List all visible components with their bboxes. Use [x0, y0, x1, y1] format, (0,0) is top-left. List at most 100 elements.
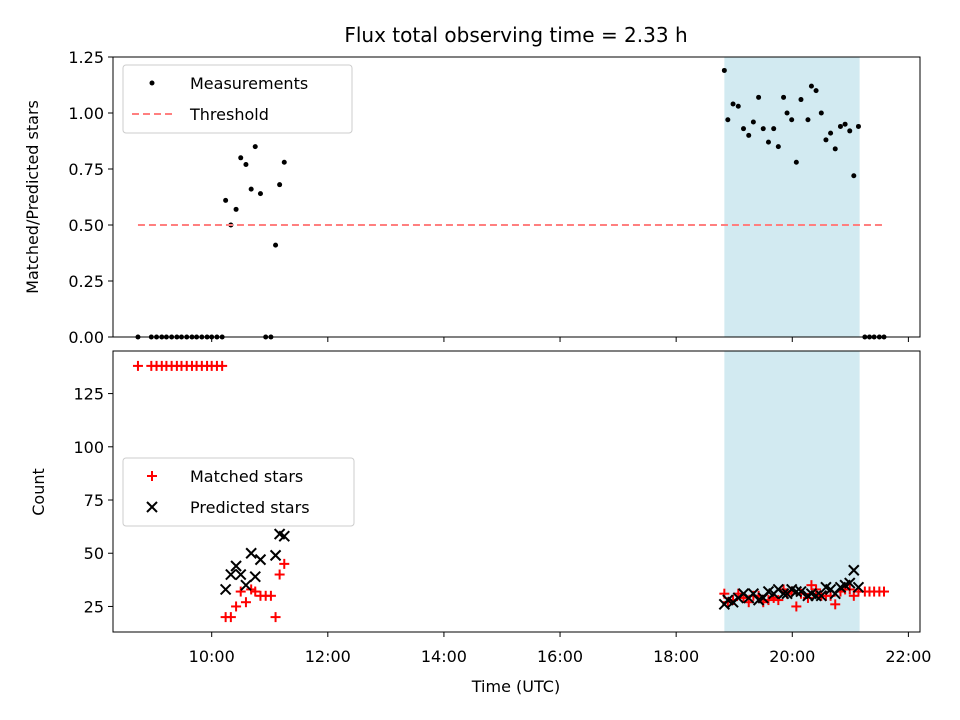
data-point-top-0-53	[837, 123, 843, 129]
data-point-bottom-0-15	[217, 360, 228, 371]
data-point-top-0-33	[741, 126, 747, 132]
data-point-bottom-0-18	[231, 601, 242, 612]
data-point-top-0-54	[842, 121, 848, 127]
y-tick-label-top-1: 0.25	[68, 272, 104, 291]
data-point-top-0-22	[252, 144, 258, 150]
legend-label-bottom-0: Matched stars	[190, 467, 303, 486]
legend-label-top-0: Measurements	[190, 74, 308, 93]
data-point-bottom-1-7	[254, 553, 267, 566]
data-point-top-0-36	[756, 94, 762, 100]
legend-top: Measurements Threshold	[122, 64, 353, 134]
legend-swatch-bottom-0	[147, 471, 157, 481]
data-point-bottom-0-0	[132, 360, 143, 371]
data-point-bottom-1-6	[249, 570, 261, 583]
data-point-bottom-1-10	[278, 530, 290, 542]
x-tick-label-4: 18:00	[653, 647, 699, 666]
x-tick-label-0: 10:00	[189, 647, 235, 666]
data-point-top-0-18	[233, 206, 239, 212]
y-tick-label-top-3: 0.75	[68, 160, 104, 179]
data-point-top-0-23	[257, 191, 263, 197]
y-axis-label-top: Matched/Predicted stars	[23, 100, 42, 294]
legend-label-top-1: Threshold	[189, 105, 269, 124]
series-top-0	[135, 67, 887, 340]
y-tick-label-bottom-4: 125	[73, 385, 104, 404]
data-point-bottom-1-4	[240, 579, 252, 591]
data-point-bottom-0-22	[250, 586, 261, 597]
y-tick-label-top-0: 0.00	[68, 328, 104, 347]
y-tick-label-bottom-0: 25	[84, 597, 104, 616]
data-point-top-0-49	[818, 110, 824, 116]
data-point-top-0-16	[223, 197, 229, 203]
chart-title: Flux total observing time = 2.33 h	[344, 23, 687, 47]
data-point-bottom-1-31	[815, 590, 828, 602]
y-tick-label-bottom-1: 50	[84, 544, 104, 563]
y-tick-label-top-4: 1.00	[68, 104, 104, 123]
data-point-top-0-57	[855, 123, 861, 129]
data-point-bottom-1-5	[245, 547, 257, 559]
data-point-top-0-45	[798, 97, 804, 103]
data-point-top-0-19	[238, 155, 244, 161]
plot-frame-bottom	[112, 350, 921, 633]
data-point-bottom-1-2	[230, 560, 242, 572]
data-point-bottom-1-37	[844, 577, 856, 589]
count-panel: 25 50 75 100 125 10:00 12:00 14:00 16:00 18:00 20:…	[73, 350, 931, 666]
legend-label-bottom-1: Predicted stars	[190, 498, 310, 517]
data-point-top-0-26	[273, 242, 279, 248]
data-point-top-0-40	[775, 144, 781, 150]
y-tick-label-bottom-3: 100	[73, 438, 104, 457]
data-point-top-0-21	[248, 186, 254, 192]
data-point-top-0-55	[847, 128, 853, 134]
data-point-top-0-51	[828, 130, 834, 136]
data-point-bottom-0-44	[791, 601, 802, 612]
data-point-bottom-0-17	[225, 612, 236, 623]
y-tick-label-top-5: 1.25	[68, 48, 104, 67]
data-point-bottom-0-52	[830, 599, 841, 610]
data-point-bottom-0-28	[279, 558, 290, 569]
data-point-bottom-0-62	[879, 586, 890, 597]
plot-frame-top	[112, 56, 921, 338]
data-point-bottom-0-26	[270, 612, 281, 623]
data-point-top-0-31	[730, 101, 736, 107]
data-point-bottom-1-8	[269, 549, 282, 562]
data-point-bottom-1-27	[795, 585, 807, 598]
data-point-bottom-0-25	[265, 590, 276, 601]
x-tick-label-6: 22:00	[885, 647, 931, 666]
data-point-top-0-37	[760, 126, 766, 132]
data-point-top-0-42	[784, 110, 790, 116]
series-bottom-1	[219, 528, 865, 611]
data-point-top-0-41	[781, 94, 787, 100]
data-point-top-0-35	[750, 119, 756, 125]
data-point-top-0-39	[771, 126, 777, 132]
data-point-bottom-0-20	[240, 597, 251, 608]
legend-swatch-top-0	[149, 80, 155, 86]
y-tick-label-top-2: 0.50	[68, 216, 104, 235]
data-point-bottom-1-38	[848, 564, 860, 576]
legend-box-bottom	[122, 457, 355, 527]
x-axis-label: Time (UTC)	[471, 677, 560, 696]
data-point-bottom-0-27	[274, 569, 285, 580]
data-point-bottom-1-1	[225, 568, 237, 581]
y-axis-label-bottom: Count	[29, 468, 48, 516]
ratio-panel: 0.00 0.25 0.50 0.75 1.00 1.25 Measurements Thre…	[68, 48, 921, 347]
data-point-top-0-52	[832, 146, 838, 152]
data-point-top-0-29	[721, 67, 727, 73]
data-point-bottom-1-3	[235, 568, 247, 581]
data-point-top-0-30	[725, 117, 731, 123]
data-point-top-0-28	[281, 159, 287, 165]
data-point-top-0-46	[805, 117, 811, 123]
data-point-top-0-44	[793, 159, 799, 165]
data-point-top-0-38	[765, 139, 771, 145]
data-point-top-0-47	[808, 83, 814, 89]
data-point-top-0-20	[243, 162, 249, 168]
legend-box-top	[122, 64, 353, 134]
x-tick-label-1: 12:00	[305, 647, 351, 666]
y-tick-label-bottom-2: 75	[84, 491, 104, 510]
data-point-top-0-43	[789, 117, 795, 123]
data-point-bottom-1-30	[810, 590, 822, 602]
x-tick-label-2: 14:00	[421, 647, 467, 666]
observing-window-top	[724, 57, 860, 337]
data-point-bottom-0-40	[773, 595, 784, 606]
data-point-top-0-48	[813, 88, 819, 94]
data-point-bottom-1-26	[790, 585, 803, 598]
